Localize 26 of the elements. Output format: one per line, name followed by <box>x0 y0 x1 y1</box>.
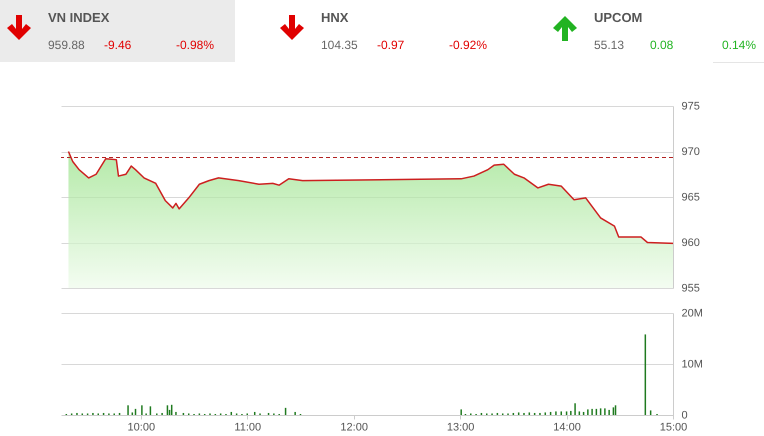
text: UPCOM <box>594 10 642 25</box>
y-tick-label: 960 <box>682 237 700 249</box>
x-tick-label: 11:00 <box>234 422 262 434</box>
x-tick-label: 13:00 <box>446 422 474 434</box>
text: -0.97 <box>377 38 404 52</box>
text: 55.13 <box>594 38 624 52</box>
x-tick-label: 14:00 <box>553 422 581 434</box>
text: 0.14% <box>722 38 756 52</box>
x-tick-label: 12:00 <box>340 422 368 434</box>
y-tick-label: 20M <box>682 308 703 320</box>
y-tick-label: 970 <box>682 146 700 158</box>
y-tick-label: 0 <box>682 410 688 422</box>
text: -9.46 <box>104 38 132 52</box>
text: HNX <box>321 10 348 25</box>
text: -0.98% <box>176 38 214 52</box>
text: 104.35 <box>321 38 358 52</box>
y-tick-label: 955 <box>682 282 700 294</box>
text: 959.88 <box>48 38 85 52</box>
text: VN INDEX <box>48 10 110 25</box>
y-tick-label: 975 <box>682 100 700 112</box>
text: 0.08 <box>650 38 674 52</box>
y-tick-label: 10M <box>682 358 703 370</box>
y-tick-label: 965 <box>682 192 700 204</box>
x-tick-label: 10:00 <box>128 422 156 434</box>
x-tick-label: 15:00 <box>660 422 688 434</box>
text: -0.92% <box>449 38 488 52</box>
